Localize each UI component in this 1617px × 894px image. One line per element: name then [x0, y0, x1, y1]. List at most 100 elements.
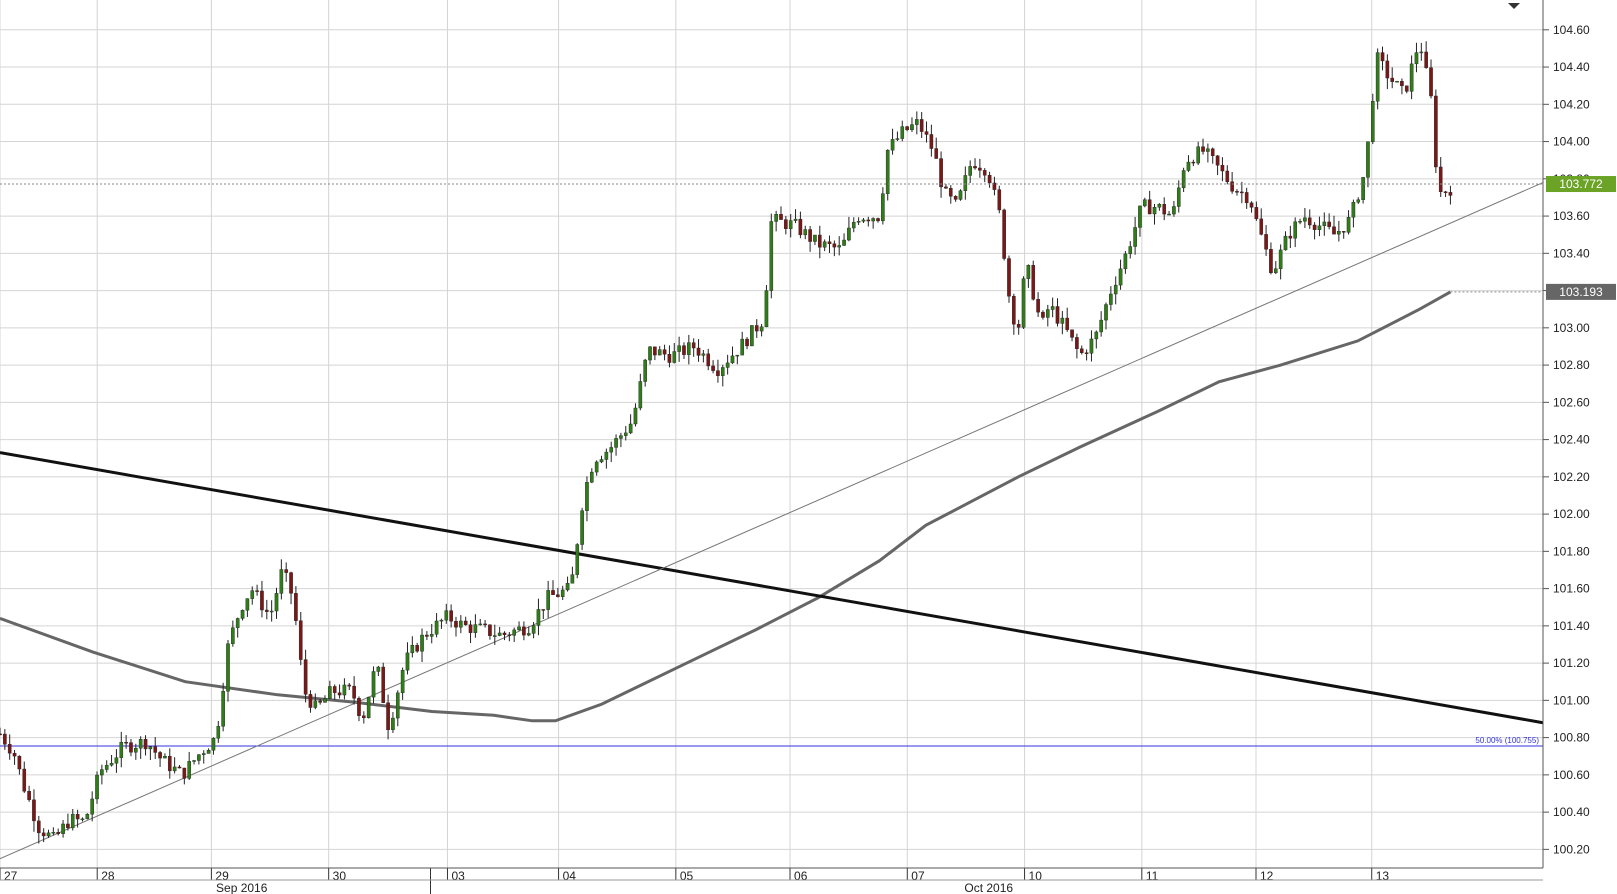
- candle-body: [720, 367, 725, 376]
- candle-body: [1045, 309, 1050, 318]
- candle-body: [1109, 293, 1113, 305]
- candle-body: [754, 325, 759, 332]
- candle-body: [798, 218, 803, 236]
- candle-body: [1186, 161, 1191, 171]
- candle-body: [1012, 296, 1016, 325]
- candle-body: [342, 684, 347, 696]
- candle-body: [488, 624, 492, 636]
- candle-body: [449, 610, 453, 622]
- candle-body: [1176, 187, 1181, 207]
- candle-body: [109, 763, 114, 766]
- candle-body: [1419, 51, 1424, 54]
- candle-body: [177, 766, 182, 769]
- candle-body: [978, 167, 982, 171]
- candle-body: [735, 354, 740, 357]
- moving-average-value-badge-label: 103.193: [1559, 285, 1603, 299]
- candle-body: [813, 234, 817, 242]
- chevron-down-icon[interactable]: [1508, 3, 1520, 9]
- candle-body: [1230, 181, 1234, 192]
- candle-body: [119, 742, 124, 758]
- candle-body: [124, 742, 128, 744]
- candle-body: [294, 593, 298, 621]
- candle-body: [740, 338, 744, 356]
- candle-body: [284, 569, 289, 573]
- candle-body: [526, 633, 531, 636]
- candle-body: [1191, 161, 1196, 164]
- candle-body: [774, 214, 778, 222]
- candle-body: [677, 345, 681, 352]
- candle-body: [187, 761, 191, 779]
- candle-body: [885, 149, 890, 194]
- candle-body: [167, 756, 172, 772]
- candle-body: [1225, 170, 1230, 182]
- candle-body: [1050, 306, 1055, 310]
- candle-body: [298, 620, 303, 660]
- candle-body: [405, 652, 410, 671]
- candle-body: [308, 694, 313, 708]
- candle-body: [963, 175, 968, 191]
- y-tick-label: 100.40: [1553, 805, 1590, 819]
- candle-body: [541, 609, 546, 611]
- candle-body: [1429, 67, 1433, 97]
- candle-body: [1036, 299, 1040, 313]
- candle-body: [1084, 352, 1089, 354]
- y-tick-label: 102.00: [1553, 507, 1590, 521]
- y-tick-label: 104.60: [1553, 23, 1590, 37]
- candle-body: [182, 767, 187, 779]
- candle-body: [1361, 177, 1365, 200]
- candle-body: [434, 620, 439, 635]
- candle-body: [172, 766, 177, 772]
- candle-body: [27, 791, 31, 801]
- candle-body: [1356, 199, 1361, 203]
- candle-body: [410, 645, 415, 654]
- candle-body: [837, 245, 842, 248]
- candle-body: [609, 447, 614, 453]
- trendlines: [0, 182, 1544, 860]
- candle-body: [1346, 217, 1351, 233]
- candle-body: [1147, 199, 1152, 215]
- candle-body: [231, 627, 235, 644]
- candle-body: [1400, 81, 1404, 87]
- candle-body: [968, 166, 972, 176]
- candle-body: [429, 634, 434, 637]
- x-tick-label: 27: [4, 869, 18, 883]
- candle-body: [842, 239, 846, 246]
- candle-body: [80, 818, 85, 821]
- y-tick-label: 100.80: [1553, 731, 1590, 745]
- candle-body: [1196, 146, 1200, 164]
- candle-body: [803, 229, 808, 236]
- candle-body: [1332, 226, 1336, 235]
- candle-body: [1434, 95, 1438, 168]
- last-price-badge: [1546, 176, 1616, 193]
- candle-body: [1123, 253, 1128, 270]
- candle-body: [366, 696, 371, 719]
- candle-body: [1089, 338, 1094, 354]
- candle-body: [1201, 146, 1205, 152]
- x-tick-label: 10: [1029, 869, 1043, 883]
- candle-body: [473, 624, 478, 633]
- candle-body: [667, 354, 672, 363]
- candle-body: [1128, 246, 1133, 255]
- candle-body: [192, 760, 196, 762]
- candle-body: [153, 746, 158, 753]
- candle-body: [0, 733, 2, 736]
- candle-body: [808, 229, 812, 242]
- x-tick-label: 13: [1376, 869, 1390, 883]
- candle-body: [1244, 192, 1249, 204]
- candle-body: [1079, 348, 1084, 353]
- candle-body: [1133, 227, 1137, 247]
- y-tick-label: 100.60: [1553, 768, 1590, 782]
- candle-body: [100, 769, 104, 776]
- candle-body: [337, 692, 342, 696]
- candle-body: [1366, 141, 1370, 178]
- y-tick-label: 101.00: [1553, 693, 1590, 707]
- candle-body: [328, 686, 332, 699]
- candle-body: [56, 832, 61, 834]
- candle-body: [866, 219, 871, 222]
- candle-body: [1375, 52, 1380, 102]
- candle-body: [1307, 217, 1312, 226]
- candle-body: [1113, 284, 1118, 295]
- candle-body: [1351, 202, 1356, 218]
